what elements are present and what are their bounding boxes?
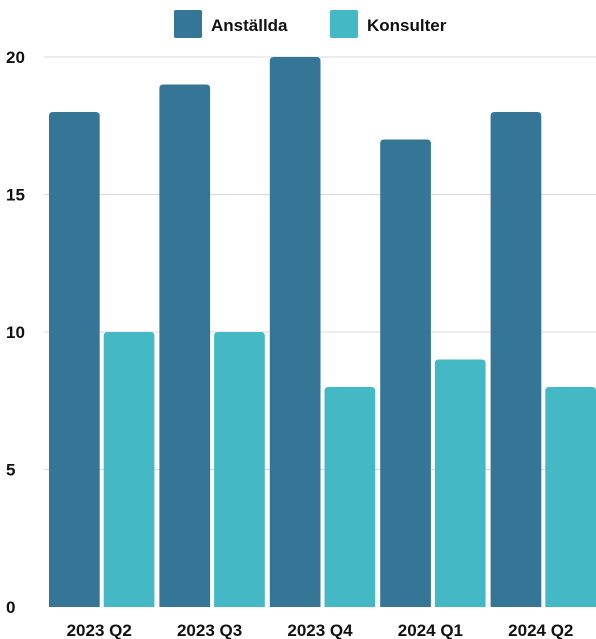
bar-anstallda — [269, 57, 321, 607]
bar-konsulter — [214, 332, 265, 607]
legend-swatch — [174, 10, 202, 38]
x-axis-ticks: 2023 Q2 2023 Q3 2023 Q4 2024 Q1 2024 Q2 — [67, 621, 574, 639]
bar-anstallda — [380, 139, 431, 607]
bar-konsulter — [545, 387, 596, 607]
bar-konsulter — [324, 387, 376, 607]
bar-konsulter — [103, 332, 155, 607]
legend: Anställda Konsulter — [174, 10, 447, 38]
bar-anstallda — [159, 84, 211, 607]
y-tick-label: 10 — [6, 323, 25, 342]
y-tick-label: 5 — [6, 461, 15, 480]
y-tick-label: 20 — [6, 48, 25, 67]
bar-anstallda — [49, 112, 100, 607]
y-tick-label: 0 — [6, 598, 15, 617]
bars — [49, 57, 596, 607]
x-tick-label: 2023 Q4 — [287, 621, 353, 639]
bar-anstallda — [490, 112, 542, 607]
y-axis-ticks: 0 5 10 15 20 — [6, 48, 25, 617]
x-tick-label: 2023 Q2 — [67, 621, 132, 639]
x-tick-label: 2023 Q3 — [177, 621, 242, 639]
legend-label: Konsulter — [367, 16, 447, 35]
x-tick-label: 2024 Q1 — [398, 621, 463, 639]
bar-konsulter — [434, 359, 486, 607]
legend-label: Anställda — [211, 16, 288, 35]
legend-swatch — [330, 10, 358, 38]
x-tick-label: 2024 Q2 — [508, 621, 573, 639]
y-tick-label: 15 — [6, 186, 25, 205]
